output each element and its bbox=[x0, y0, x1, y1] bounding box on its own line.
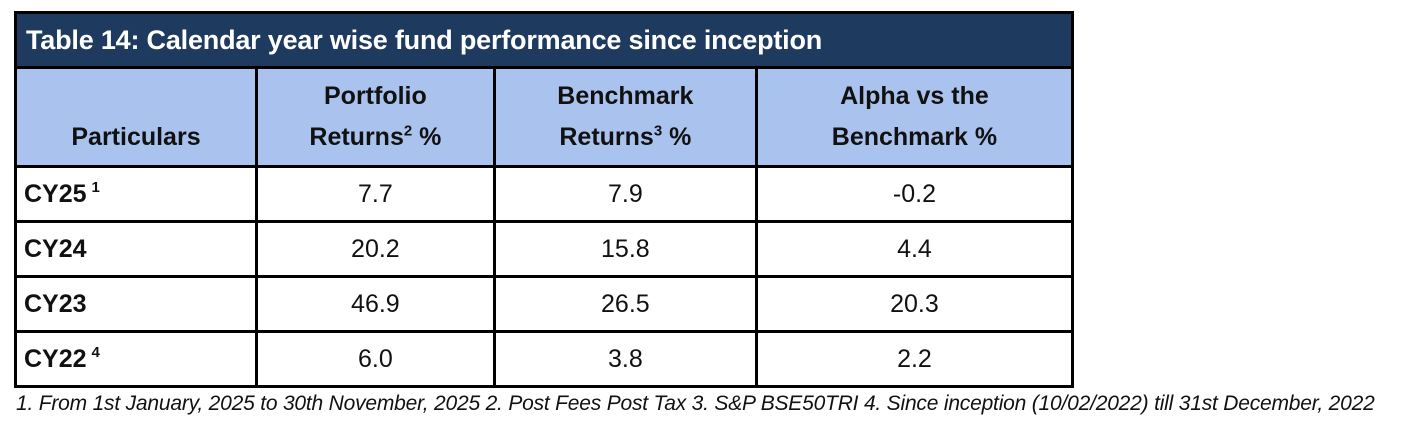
cell-portfolio-return: 20.2 bbox=[254, 220, 496, 278]
column-header-benchmark-returns: Benchmark Returns3 % bbox=[492, 66, 758, 168]
header-line1 bbox=[17, 76, 255, 117]
table-row-cy24: CY24 20.2 15.8 4.4 bbox=[14, 220, 1075, 278]
header-superscript: 2 bbox=[403, 122, 413, 140]
fund-performance-table: Table 14: Calendar year wise fund perfor… bbox=[14, 11, 1075, 388]
column-header-portfolio-returns: Portfolio Returns2 % bbox=[254, 66, 496, 168]
cell-alpha: -0.2 bbox=[754, 165, 1075, 223]
header-line2: Benchmark % bbox=[831, 123, 998, 151]
cell-alpha: 20.3 bbox=[754, 275, 1075, 333]
cell-alpha: 2.2 bbox=[754, 330, 1075, 388]
header-line2: Returns3 % bbox=[559, 122, 692, 151]
row-label-cy24: CY24 bbox=[14, 220, 258, 278]
cell-portfolio-return: 7.7 bbox=[254, 165, 496, 223]
row-label-cy22: CY22 4 bbox=[14, 330, 258, 388]
row-label-superscript: 1 bbox=[91, 179, 100, 197]
column-header-alpha: Alpha vs the Benchmark % bbox=[754, 66, 1075, 168]
table-title: Table 14: Calendar year wise fund perfor… bbox=[26, 24, 823, 55]
cell-benchmark-return: 7.9 bbox=[492, 165, 758, 223]
header-line1: Benchmark bbox=[557, 82, 694, 110]
header-superscript: 3 bbox=[653, 122, 663, 140]
table-footnote: 1. From 1st January, 2025 to 30th Novemb… bbox=[16, 392, 1375, 415]
cell-portfolio-return: 46.9 bbox=[254, 275, 496, 333]
cell-benchmark-return: 15.8 bbox=[492, 220, 758, 278]
cell-benchmark-return: 3.8 bbox=[492, 330, 758, 388]
header-line1: Alpha vs the bbox=[840, 82, 989, 110]
cell-benchmark-return: 26.5 bbox=[492, 275, 758, 333]
column-header-particulars: Particulars bbox=[14, 66, 258, 168]
header-line2: Particulars bbox=[71, 123, 201, 151]
table-row-cy23: CY23 46.9 26.5 20.3 bbox=[14, 275, 1075, 333]
row-label-cy25: CY25 1 bbox=[14, 165, 258, 223]
row-label-superscript: 4 bbox=[91, 344, 100, 362]
table-row-cy25: CY25 1 7.7 7.9 -0.2 bbox=[14, 165, 1075, 223]
header-line2: Returns2 % bbox=[309, 122, 442, 151]
cell-portfolio-return: 6.0 bbox=[254, 330, 496, 388]
table-row-cy22: CY22 4 6.0 3.8 2.2 bbox=[14, 330, 1075, 388]
header-line1: Portfolio bbox=[324, 82, 427, 110]
row-label-cy23: CY23 bbox=[14, 275, 258, 333]
table-title-bar: Table 14: Calendar year wise fund perfor… bbox=[14, 11, 1074, 66]
cell-alpha: 4.4 bbox=[754, 220, 1075, 278]
performance-table: Particulars Portfolio Returns2 % Benchma… bbox=[14, 66, 1075, 388]
header-row: Particulars Portfolio Returns2 % Benchma… bbox=[14, 66, 1075, 168]
